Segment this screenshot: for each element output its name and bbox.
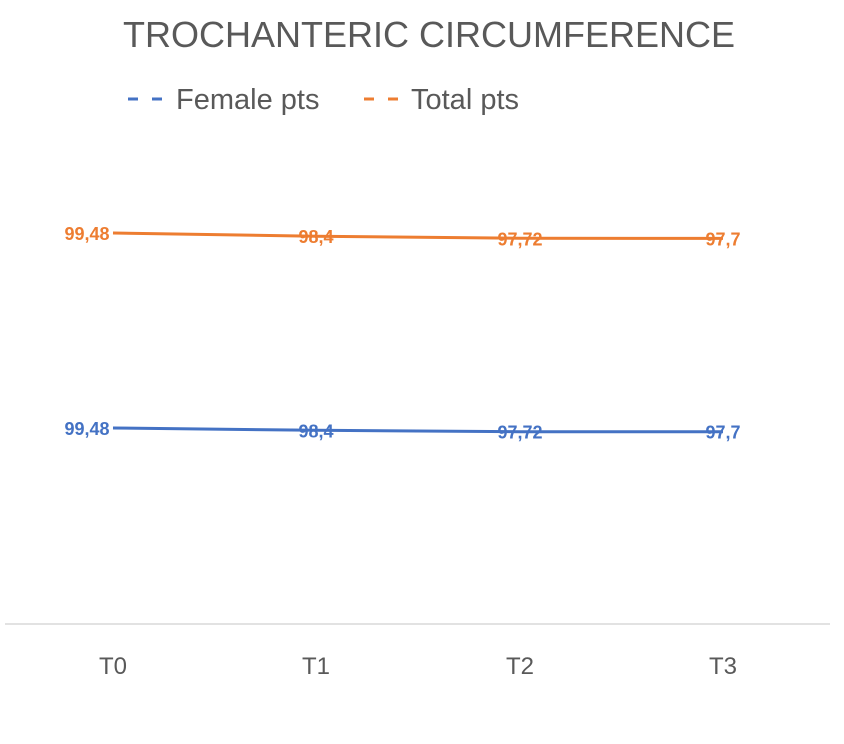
data-label: 97,72 xyxy=(497,229,542,249)
legend-label-total: Total pts xyxy=(411,84,519,116)
legend: Female pts Total pts xyxy=(128,84,519,116)
data-label: 97,72 xyxy=(497,423,542,443)
data-label: 97,7 xyxy=(705,423,740,443)
series-line xyxy=(112,231,724,240)
data-label: 97,7 xyxy=(705,229,740,249)
data-label: 99,48 xyxy=(64,419,109,439)
legend-item-female: Female pts xyxy=(128,84,319,116)
x-axis-tick-labels: T0 T1 T2 T3 xyxy=(99,653,737,680)
series-line xyxy=(112,426,724,434)
data-label: 98,4 xyxy=(298,227,333,247)
x-tick-label: T2 xyxy=(506,653,534,680)
x-tick-label: T3 xyxy=(709,653,737,680)
data-label: 99,48 xyxy=(64,224,109,244)
legend-label-female: Female pts xyxy=(176,84,319,116)
series-female: 99,48 98,4 97,72 97,7 xyxy=(64,419,740,443)
x-tick-label: T0 xyxy=(99,653,127,680)
series-total: 99,48 98,4 97,72 97,7 xyxy=(64,224,740,249)
data-label: 98,4 xyxy=(298,421,333,441)
x-tick-label: T1 xyxy=(302,653,330,680)
legend-item-total: Total pts xyxy=(364,84,519,116)
chart-title: TROCHANTERIC CIRCUMFERENCE xyxy=(123,14,735,55)
series-layer: 99,48 98,4 97,72 97,7 99,48 98,4 97,72 97,7 xyxy=(64,224,740,443)
